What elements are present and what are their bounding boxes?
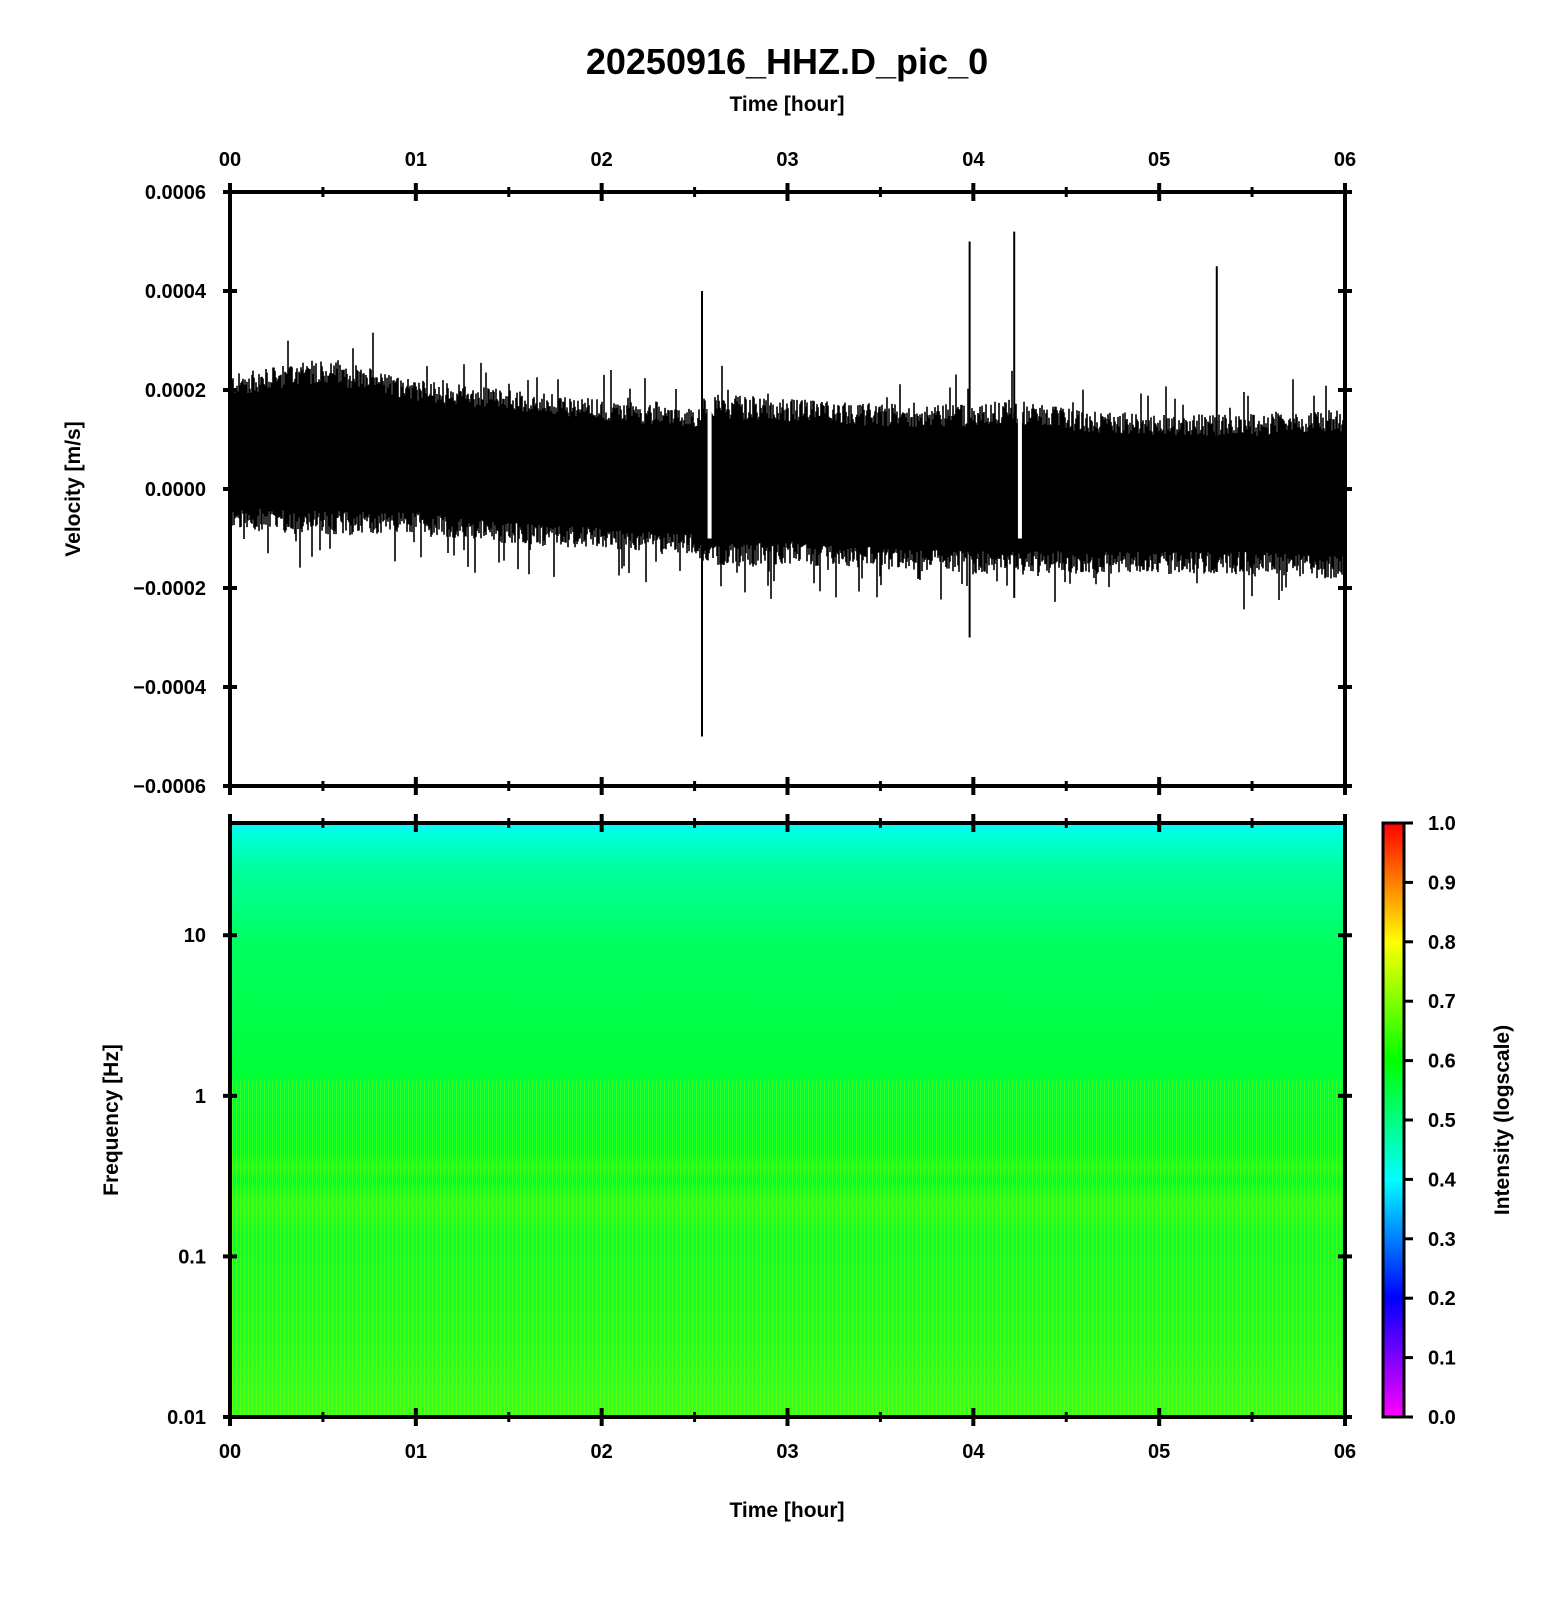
colorbar-label: Intensity (logscale) bbox=[1491, 1025, 1514, 1215]
colorbar-tick-label: 0.1 bbox=[1428, 1348, 1456, 1370]
waveform-x-tick-label: 05 bbox=[1148, 149, 1170, 171]
bottom-x-axis-label: Time [hour] bbox=[729, 1499, 844, 1522]
spectrogram-x-tick-label: 00 bbox=[219, 1441, 241, 1463]
spectrogram-x-tick-label: 06 bbox=[1334, 1441, 1356, 1463]
colorbar-tick-label: 1.0 bbox=[1428, 813, 1456, 835]
spectrogram-x-tick-label: 02 bbox=[591, 1441, 613, 1463]
spectrogram-x-tick-label: 04 bbox=[962, 1441, 985, 1463]
spectrogram-y-tick-label: 1 bbox=[195, 1086, 206, 1108]
top-x-axis-label: Time [hour] bbox=[729, 93, 844, 116]
waveform-y-tick-label: −0.0006 bbox=[133, 776, 206, 798]
spectrogram-y-axis-label: Frequency [Hz] bbox=[100, 1044, 123, 1196]
waveform-x-tick-label: 00 bbox=[219, 149, 241, 171]
waveform-y-tick-label: 0.0000 bbox=[145, 479, 206, 501]
waveform-trace bbox=[230, 231, 1345, 737]
waveform-x-tick-label: 03 bbox=[776, 149, 798, 171]
colorbar-tick-label: 0.5 bbox=[1428, 1110, 1456, 1132]
waveform-y-tick-label: 0.0004 bbox=[145, 281, 207, 303]
colorbar: 0.0 0.1 0.2 0.3 0.4 0.5 0.6 0.7 0.8 0.9 1.0 Intens… bbox=[1381, 813, 1514, 1429]
waveform-data-gap bbox=[707, 390, 712, 539]
spectrogram-y-ticks: 10 1 0.1 0.01 bbox=[167, 925, 1352, 1429]
colorbar-tick-label: 0.4 bbox=[1428, 1169, 1457, 1191]
spectrogram-panel: 00 01 02 03 04 05 06 10 1 0.1 0.01 Frequency [Hz]… bbox=[100, 814, 1356, 1522]
waveform-x-tick-label: 01 bbox=[405, 149, 427, 171]
waveform-y-tick-label: −0.0004 bbox=[133, 677, 207, 699]
colorbar-tick-label: 0.9 bbox=[1428, 872, 1456, 894]
waveform-x-tick-label: 06 bbox=[1334, 149, 1356, 171]
colorbar-tick-label: 0.6 bbox=[1428, 1051, 1456, 1073]
spectrogram-x-tick-label: 05 bbox=[1148, 1441, 1170, 1463]
waveform-x-ticks: 00 01 02 03 04 05 06 bbox=[219, 149, 1356, 795]
colorbar-scale bbox=[1381, 821, 1406, 1419]
colorbar-tick-label: 0.0 bbox=[1428, 1407, 1456, 1429]
colorbar-tick-label: 0.2 bbox=[1428, 1288, 1456, 1310]
colorbar-ticks: 0.0 0.1 0.2 0.3 0.4 0.5 0.6 0.7 0.8 0.9 1.0 bbox=[1404, 813, 1457, 1429]
spectrogram-x-tick-label: 01 bbox=[405, 1441, 427, 1463]
waveform-y-tick-label: 0.0006 bbox=[145, 182, 206, 204]
spectrogram-y-tick-label: 10 bbox=[184, 925, 206, 947]
waveform-y-tick-label: 0.0002 bbox=[145, 380, 206, 402]
chart-title: 20250916_HHZ.D_pic_0 bbox=[586, 41, 988, 82]
waveform-data-gap bbox=[1017, 390, 1022, 539]
waveform-panel: 00 01 02 03 04 05 06 0.0006 0.0004 0.0002 0.0000 −… bbox=[62, 149, 1356, 798]
colorbar-tick-label: 0.3 bbox=[1428, 1229, 1456, 1251]
spectrogram-y-tick-label: 0.01 bbox=[167, 1407, 206, 1429]
waveform-y-tick-label: −0.0002 bbox=[133, 578, 206, 600]
spectrogram-texture bbox=[230, 1080, 1345, 1417]
waveform-x-tick-label: 02 bbox=[591, 149, 613, 171]
spectrogram-y-tick-label: 0.1 bbox=[178, 1246, 206, 1268]
waveform-signal bbox=[230, 332, 1345, 610]
waveform-y-axis-label: Velocity [m/s] bbox=[62, 421, 85, 556]
waveform-y-ticks: 0.0006 0.0004 0.0002 0.0000 −0.0002 −0.0004 −0… bbox=[133, 182, 1352, 798]
spectrogram-x-tick-label: 03 bbox=[776, 1441, 798, 1463]
waveform-x-tick-label: 04 bbox=[962, 149, 985, 171]
colorbar-tick-label: 0.7 bbox=[1428, 991, 1456, 1013]
colorbar-tick-label: 0.8 bbox=[1428, 932, 1456, 954]
